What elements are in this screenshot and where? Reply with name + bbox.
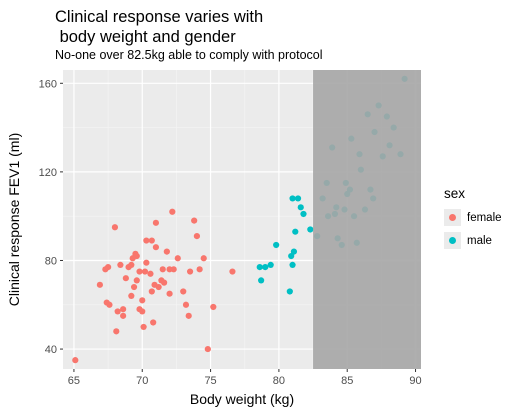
data-point-female	[128, 261, 135, 269]
data-point-female	[229, 268, 236, 275]
data-point-female	[133, 252, 140, 260]
data-point-male	[262, 264, 269, 271]
legend-item-male: male	[444, 229, 502, 252]
y-tick-label: 40	[45, 344, 57, 356]
x-tick-label: 80	[273, 375, 285, 387]
data-point-female	[148, 237, 155, 244]
data-point-male	[297, 204, 304, 211]
data-point-female	[161, 279, 168, 286]
data-point-female	[182, 301, 190, 308]
excluded-region	[313, 70, 421, 369]
data-point-male	[290, 248, 298, 255]
data-point-female	[147, 270, 154, 277]
data-point-male	[273, 241, 280, 249]
data-point-female	[155, 283, 162, 291]
chart-title-line-1: Clinical response varies with	[55, 8, 264, 26]
y-tick-label: 160	[39, 78, 57, 90]
data-point-male	[256, 264, 263, 271]
x-tick-label: 70	[136, 375, 148, 387]
data-point-female	[133, 277, 140, 284]
data-point-female	[166, 290, 173, 297]
data-point-female	[163, 248, 170, 255]
legend-item-female: female	[444, 206, 502, 229]
data-point-female	[120, 306, 127, 313]
data-point-female	[200, 255, 207, 262]
data-point-female	[113, 328, 120, 335]
data-point-female	[186, 268, 194, 275]
data-point-female	[114, 308, 121, 315]
data-point-female	[174, 255, 181, 262]
data-point-female	[106, 301, 113, 308]
chart-title-line-2: body weight and gender	[55, 28, 236, 46]
data-point-female	[120, 312, 127, 319]
data-point-female	[169, 208, 176, 215]
data-point-female	[128, 292, 135, 300]
data-point-female	[193, 233, 201, 240]
data-point-male	[300, 210, 307, 218]
y-tick-label: 120	[39, 167, 57, 179]
data-point-female	[210, 303, 217, 311]
legend-dot-female	[449, 214, 456, 221]
data-point-male	[288, 252, 295, 260]
data-point-female	[148, 288, 155, 295]
data-point-female	[104, 264, 112, 271]
x-tick-label: 90	[409, 375, 421, 387]
data-point-male	[292, 228, 299, 235]
data-point-female	[141, 268, 149, 275]
data-point-female	[140, 323, 147, 331]
legend-dot-male	[449, 237, 456, 244]
data-point-female	[117, 261, 124, 269]
data-point-male	[267, 261, 274, 269]
data-point-female	[111, 224, 119, 231]
data-point-female	[136, 268, 143, 275]
data-point-female	[122, 275, 129, 282]
legend-key-female	[444, 209, 461, 226]
data-point-male	[286, 288, 293, 295]
data-point-male	[307, 226, 314, 233]
legend: sex female male	[444, 186, 502, 252]
data-point-female	[152, 244, 160, 251]
data-point-female	[130, 283, 138, 291]
x-axis-title: Body weight (kg)	[190, 391, 294, 407]
legend-label-male: male	[467, 234, 492, 247]
data-point-female	[196, 266, 203, 273]
x-tick-label: 65	[68, 375, 80, 387]
y-axis-title: Clinical response FEV1 (ml)	[6, 133, 22, 307]
data-point-female	[72, 357, 79, 364]
y-tick-label: 80	[45, 255, 57, 267]
data-point-male	[289, 261, 296, 269]
data-point-female	[170, 266, 177, 273]
data-point-female	[150, 319, 157, 326]
legend-title: sex	[444, 186, 466, 201]
data-point-male	[294, 195, 302, 202]
data-point-female	[180, 288, 187, 295]
legend-label-female: female	[467, 211, 502, 224]
data-point-male	[289, 195, 296, 202]
chart-title: Clinical response varies with body weigh…	[55, 7, 263, 47]
chart-subtitle: No-one over 82.5kg able to comply with p…	[55, 48, 323, 62]
legend-key-male	[444, 232, 461, 249]
data-point-male	[258, 277, 265, 284]
data-point-female	[152, 219, 160, 226]
data-point-female	[159, 266, 166, 273]
data-point-female	[143, 237, 150, 244]
x-tick-label: 75	[204, 375, 216, 387]
data-point-female	[143, 259, 150, 266]
data-point-female	[139, 297, 146, 304]
data-point-female	[139, 308, 146, 315]
data-point-female	[96, 281, 103, 288]
data-point-female	[185, 312, 192, 319]
data-point-female	[204, 345, 211, 353]
data-point-female	[191, 217, 198, 224]
x-tick-label: 85	[341, 375, 353, 387]
